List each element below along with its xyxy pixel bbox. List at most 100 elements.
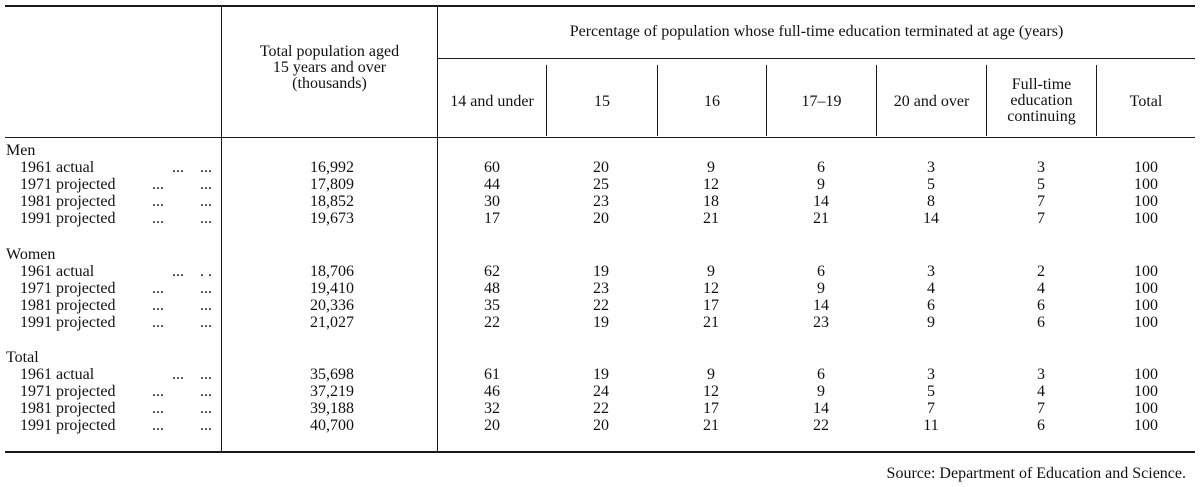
row-leader-dots: ... ... [152, 297, 212, 314]
col-divider-8 [1096, 65, 1097, 136]
population-cell: 40,700 [310, 417, 354, 434]
percentage-cell: 25 [593, 176, 609, 193]
percentage-cell: 11 [923, 417, 939, 434]
row-label: 1981 projected [20, 297, 116, 314]
row-label: 1981 projected [20, 193, 116, 210]
percentage-cell: 100 [1134, 193, 1158, 210]
percentage-cell: 7 [1037, 400, 1045, 417]
percentage-cell: 60 [484, 159, 500, 176]
percentage-cell: 8 [927, 193, 935, 210]
population-cell: 37,219 [310, 383, 354, 400]
percentage-cell: 9 [707, 366, 715, 383]
col-divider-2 [437, 7, 438, 451]
row-label: 1961 actual [20, 263, 95, 280]
row-label: 1961 actual [20, 366, 95, 383]
row-label: 1971 projected [20, 176, 116, 193]
row-label: 1961 actual [20, 159, 95, 176]
population-cell: 21,027 [310, 314, 354, 331]
percentage-cell: 22 [593, 297, 609, 314]
population-cell: 16,992 [310, 159, 354, 176]
row-leader-dots: ... ... [172, 159, 212, 176]
percentage-cell: 100 [1134, 210, 1158, 227]
percentage-cell: 23 [593, 193, 609, 210]
percentage-cell: 7 [1037, 210, 1045, 227]
percentage-cell: 3 [1037, 366, 1045, 383]
percentage-cell: 9 [927, 314, 935, 331]
percentage-cell: 24 [593, 383, 609, 400]
row-leader-dots: ... ... [152, 400, 212, 417]
percentage-cell: 9 [817, 176, 825, 193]
subheader-col-5: 20 and over [893, 93, 970, 110]
percentage-cell: 6 [927, 297, 935, 314]
top-rule [5, 5, 1195, 7]
percentage-cell: 100 [1134, 297, 1158, 314]
row-leader-dots: ... ... [152, 383, 212, 400]
row-label: 1991 projected [20, 314, 116, 331]
subheader-col-6: Full-time education continuing [1007, 76, 1076, 125]
population-cell: 19,410 [310, 280, 354, 297]
col-divider-6 [876, 65, 877, 136]
percentage-cell: 62 [484, 263, 500, 280]
percentage-cell: 18 [703, 193, 719, 210]
row-leader-dots: ... ... [152, 417, 212, 434]
col-divider-7 [986, 65, 987, 136]
percentage-cell: 100 [1134, 314, 1158, 331]
subheader-col-7: Total [1129, 93, 1163, 110]
subheader-col-2: 15 [594, 93, 610, 110]
percentage-cell: 9 [707, 263, 715, 280]
population-cell: 17,809 [310, 176, 354, 193]
percentage-cell: 9 [707, 159, 715, 176]
row-leader-dots: ... ... [152, 280, 212, 297]
percentage-cell: 100 [1134, 176, 1158, 193]
percentage-cell: 20 [484, 417, 500, 434]
row-label: 1971 projected [20, 280, 116, 297]
row-label: 1991 projected [20, 417, 116, 434]
row-label: 1981 projected [20, 400, 116, 417]
percentage-cell: 46 [484, 383, 500, 400]
header-group-rule [437, 58, 1195, 59]
col-divider-5 [766, 65, 767, 136]
row-leader-dots: ... ... [152, 314, 212, 331]
percentage-cell: 12 [703, 280, 719, 297]
percentage-cell: 6 [817, 159, 825, 176]
percentage-cell: 6 [1037, 314, 1045, 331]
percentage-cell: 4 [927, 280, 935, 297]
percentage-cell: 6 [1037, 417, 1045, 434]
population-cell: 20,336 [310, 297, 354, 314]
population-cell: 18,852 [310, 193, 354, 210]
percentage-cell: 22 [484, 314, 500, 331]
percentage-cell: 100 [1134, 366, 1158, 383]
percentage-cell: 12 [703, 176, 719, 193]
percentage-cell: 48 [484, 280, 500, 297]
percentage-cell: 5 [927, 383, 935, 400]
percentage-cell: 4 [1037, 280, 1045, 297]
percentage-cell: 6 [817, 263, 825, 280]
percentage-cell: 3 [927, 159, 935, 176]
percentage-cell: 100 [1134, 383, 1158, 400]
percentage-cell: 100 [1134, 400, 1158, 417]
col-divider-4 [657, 65, 658, 136]
row-label: 1991 projected [20, 210, 116, 227]
source-note: Source: Department of Education and Scie… [886, 465, 1186, 482]
percentage-cell: 12 [703, 383, 719, 400]
percentage-cell: 22 [813, 417, 829, 434]
percentage-cell: 3 [927, 366, 935, 383]
row-leader-dots: ... ... [152, 210, 212, 227]
percentage-cell: 100 [1134, 280, 1158, 297]
population-cell: 35,698 [310, 366, 354, 383]
percentage-cell: 100 [1134, 263, 1158, 280]
percentage-cell: 4 [1037, 383, 1045, 400]
row-leader-dots: ... ... [152, 176, 212, 193]
percentage-cell: 44 [484, 176, 500, 193]
percentage-cell: 23 [813, 314, 829, 331]
header-bottom-rule [5, 137, 1195, 138]
row-leader-dots: ... . . [172, 263, 212, 280]
percentage-cell: 21 [703, 210, 719, 227]
percentage-cell: 3 [1037, 159, 1045, 176]
subheader-col-3: 16 [704, 93, 720, 110]
percentage-cell: 20 [593, 210, 609, 227]
percentage-cell: 35 [484, 297, 500, 314]
percentage-cell: 21 [813, 210, 829, 227]
subheader-col-1: 14 and under [450, 93, 534, 110]
